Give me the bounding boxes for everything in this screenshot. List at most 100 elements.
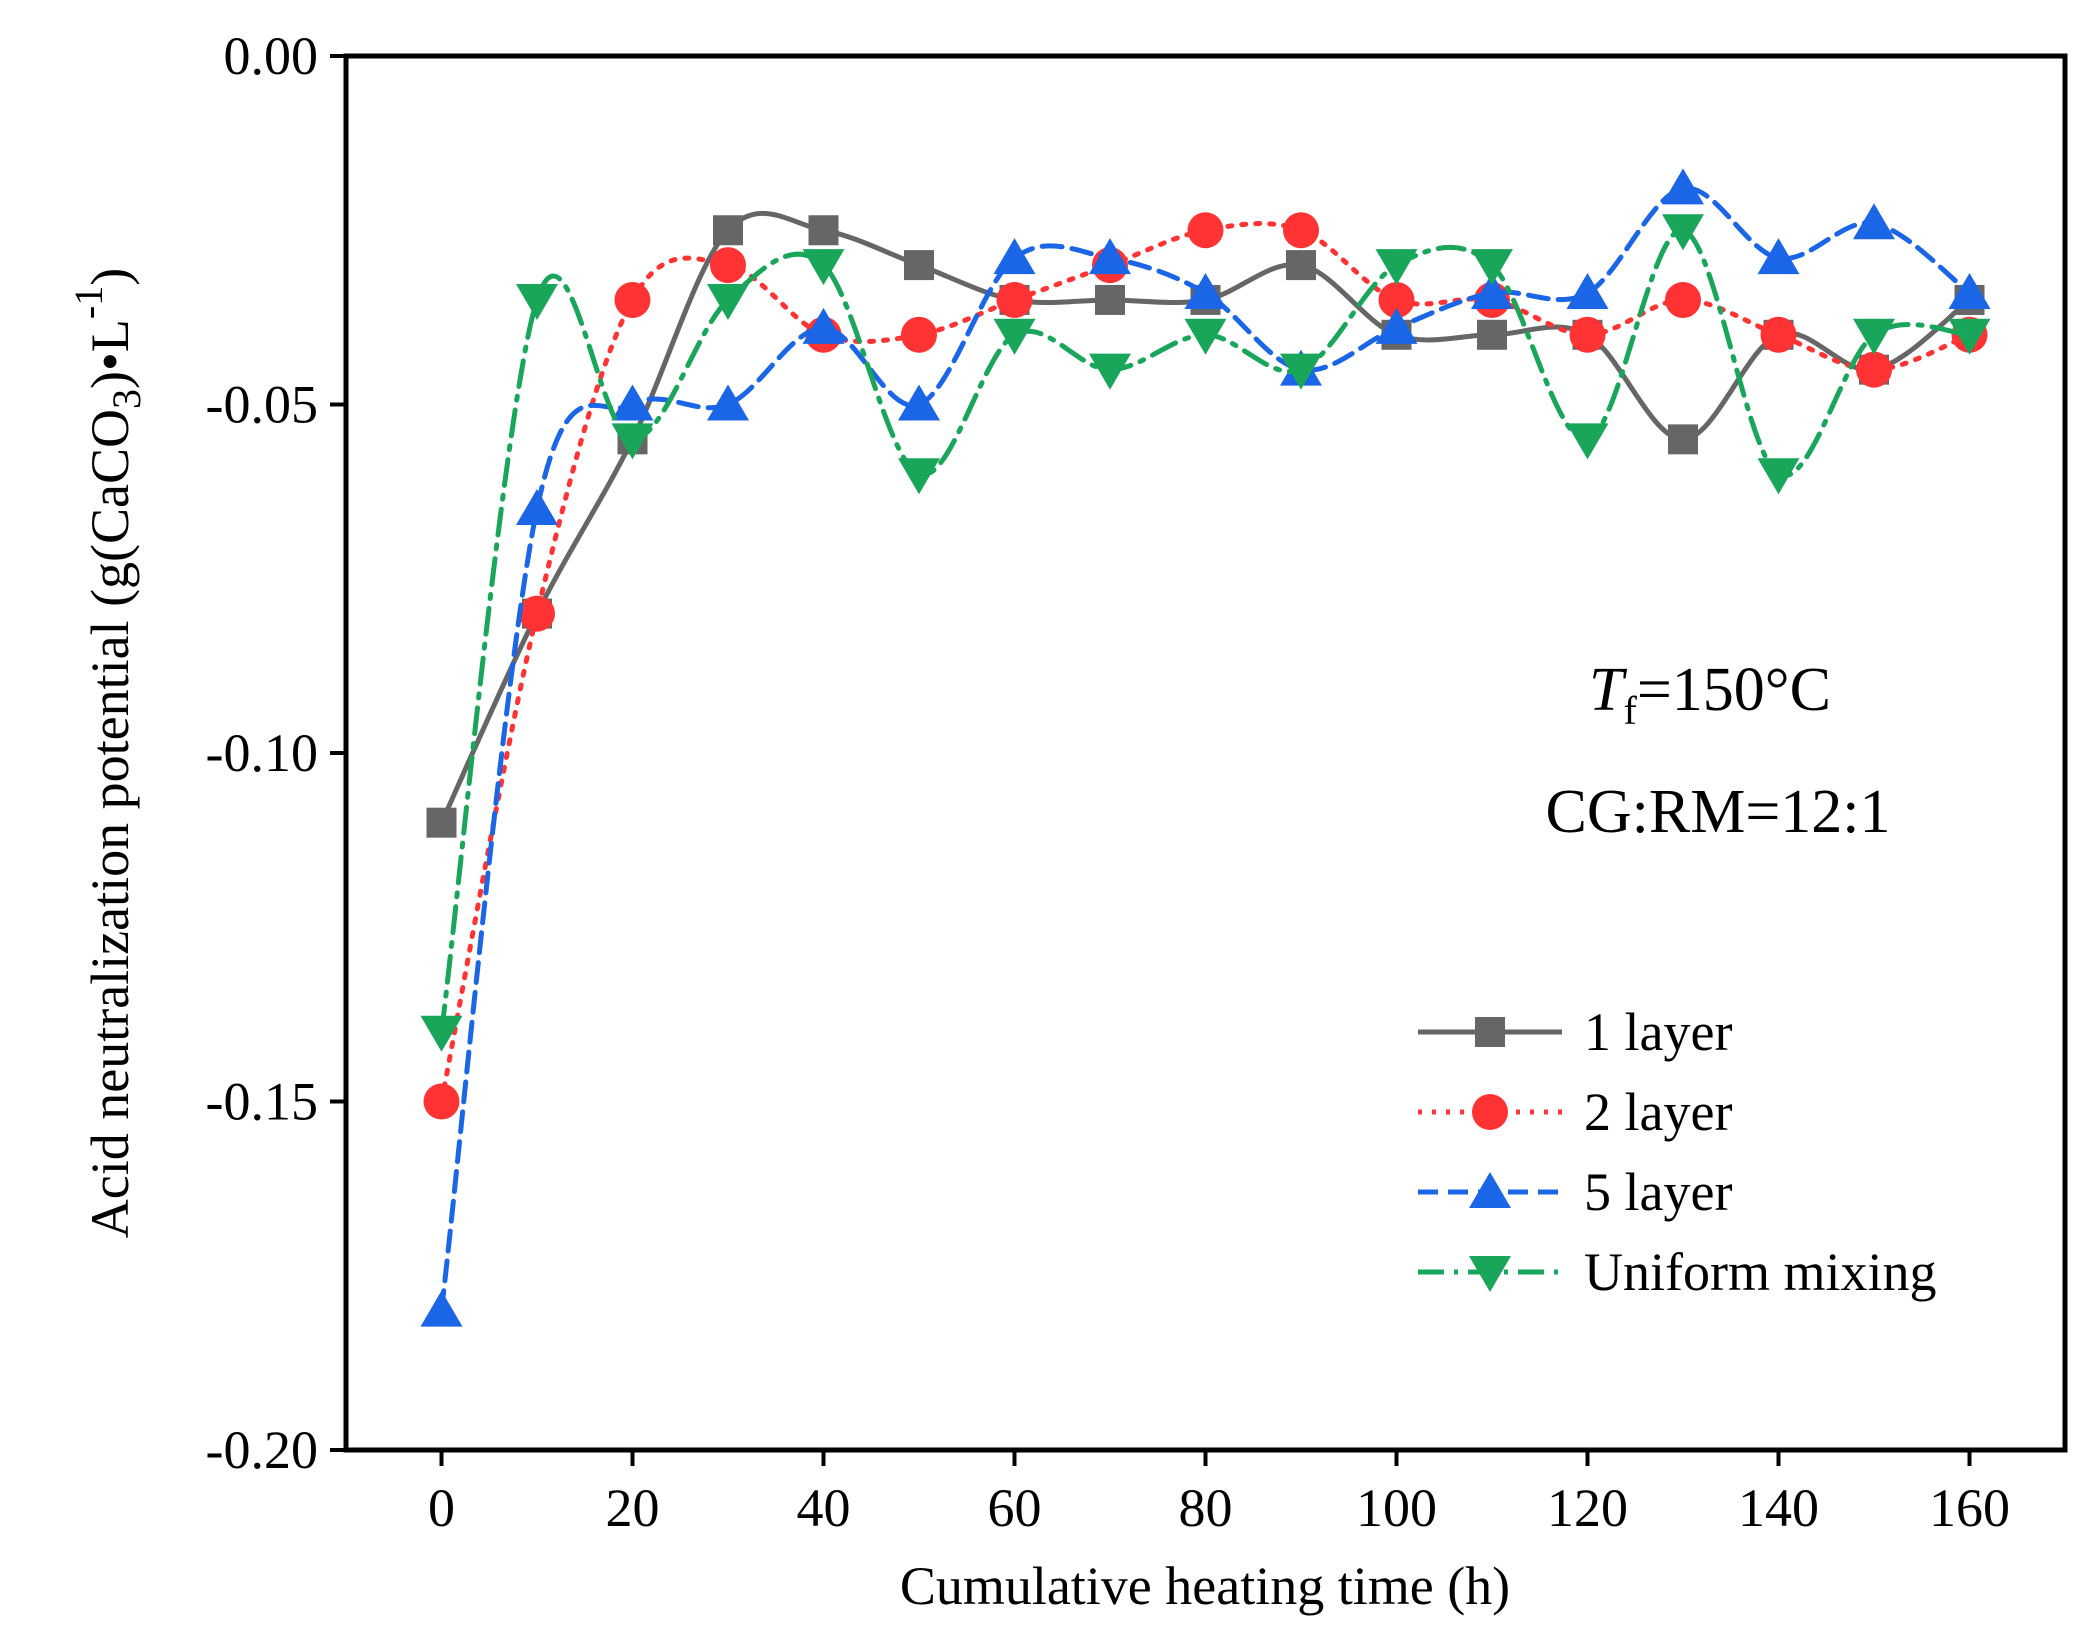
annotation-temperature-symbol: T <box>1589 656 1628 724</box>
data-point <box>904 250 934 281</box>
data-point <box>1471 249 1513 286</box>
x-tick-label: 60 <box>988 1478 1042 1538</box>
data-point <box>1665 281 1701 318</box>
x-tick-label: 100 <box>1356 1478 1437 1538</box>
data-point <box>1283 212 1319 249</box>
series-5-layer <box>420 168 1991 1327</box>
series-uniform-mixing <box>420 214 1991 1052</box>
data-point <box>993 318 1036 355</box>
y-axis-title-pre: Acid neutralization potential (g(CaCO <box>80 409 140 1238</box>
data-point <box>802 249 845 286</box>
data-point <box>901 316 937 353</box>
y-axis-title-sup: -1 <box>66 286 111 319</box>
x-tick-label: 140 <box>1738 1478 1819 1538</box>
data-point <box>614 281 651 318</box>
data-point <box>1853 203 1895 240</box>
data-point <box>1757 238 1800 275</box>
x-tick-label: 80 <box>1179 1478 1233 1538</box>
y-tick-label: -0.15 <box>206 1072 318 1132</box>
data-point <box>1477 319 1507 350</box>
data-point <box>420 1015 463 1052</box>
data-point <box>516 283 558 320</box>
data-point <box>710 247 746 284</box>
data-point <box>808 215 839 246</box>
data-point <box>1566 423 1609 460</box>
data-point <box>1286 250 1316 281</box>
data-point <box>1948 318 1991 355</box>
data-point <box>426 807 457 838</box>
legend: 1 layer 2 layer 5 layer Uniform mixing <box>1418 1002 1936 1302</box>
data-point <box>1089 353 1131 390</box>
legend-marker <box>1475 1017 1505 1047</box>
x-tick-label: 0 <box>428 1478 455 1538</box>
data-point <box>1378 281 1415 318</box>
data-point <box>420 1290 463 1327</box>
data-point <box>1853 318 1895 355</box>
data-point <box>1662 168 1704 205</box>
series-layer <box>420 168 1991 1327</box>
data-point <box>1471 272 1513 309</box>
plot-frame <box>343 53 2068 1453</box>
data-point <box>1184 272 1227 309</box>
legend-item: 5 layer <box>1418 1162 1732 1222</box>
y-axis-title: Acid neutralization potential (g(CaCO3)•… <box>66 268 149 1238</box>
legend-label: 1 layer <box>1584 1002 1732 1062</box>
data-point <box>611 384 654 421</box>
data-point <box>707 283 749 320</box>
data-point <box>1856 351 1892 388</box>
annotation-ratio: CG:RM=12:1 <box>1545 778 1890 846</box>
data-point <box>1668 424 1698 455</box>
data-point <box>519 595 555 632</box>
annotation-temperature-sub: f <box>1624 688 1638 733</box>
data-point <box>1184 318 1227 355</box>
y-tick-label: -0.10 <box>206 723 318 783</box>
data-point <box>1760 316 1797 353</box>
data-point <box>1662 214 1704 251</box>
data-point <box>1375 307 1418 344</box>
data-point <box>516 489 558 526</box>
data-point <box>993 238 1036 275</box>
data-point <box>1757 458 1800 495</box>
data-point <box>1089 238 1131 275</box>
data-point <box>1948 272 1991 309</box>
legend-label: 2 layer <box>1584 1082 1732 1142</box>
x-tick-label: 160 <box>1929 1478 2010 1538</box>
y-axis-title-sub: 3 <box>104 389 149 409</box>
y-tick-label: -0.20 <box>206 1420 318 1480</box>
data-point <box>1095 284 1125 315</box>
series-line <box>439 185 1972 1314</box>
y-axis-title-post: ) <box>80 268 140 286</box>
data-point <box>713 215 743 246</box>
data-point <box>1187 212 1224 249</box>
legend-marker <box>1472 1094 1508 1130</box>
legend-label: 5 layer <box>1584 1162 1732 1222</box>
legend-item: 2 layer <box>1418 1082 1732 1142</box>
data-point <box>802 307 845 344</box>
y-tick-label: 0.00 <box>224 26 319 86</box>
annotation-temperature-value: =150°C <box>1637 656 1831 724</box>
data-point <box>996 281 1033 318</box>
legend-item: Uniform mixing <box>1418 1242 1936 1302</box>
annotation-temperature: Tf=150°C <box>1589 656 1831 733</box>
data-point <box>1569 316 1606 353</box>
y-tick-label: -0.05 <box>206 375 318 435</box>
legend-marker <box>1469 1172 1511 1208</box>
axes-layer: 0 20 40 60 80 100 120 140 160 0.00 -0.05 -0.10 -0.15… <box>206 26 2010 1538</box>
legend-label: Uniform mixing <box>1584 1242 1936 1302</box>
legend-item: 1 layer <box>1418 1002 1732 1062</box>
data-point <box>898 384 940 421</box>
y-axis-title-mid: )•L <box>80 319 140 389</box>
legend-marker <box>1469 1256 1511 1292</box>
series-line <box>439 227 1972 1035</box>
data-point <box>898 458 940 495</box>
data-point <box>423 1083 460 1120</box>
x-tick-label: 40 <box>797 1478 851 1538</box>
data-point <box>1375 249 1418 286</box>
data-point <box>707 384 749 421</box>
data-point <box>1566 272 1609 309</box>
data-point <box>1280 353 1322 390</box>
data-point <box>611 423 654 460</box>
x-axis-title: Cumulative heating time (h) <box>900 1556 1510 1616</box>
